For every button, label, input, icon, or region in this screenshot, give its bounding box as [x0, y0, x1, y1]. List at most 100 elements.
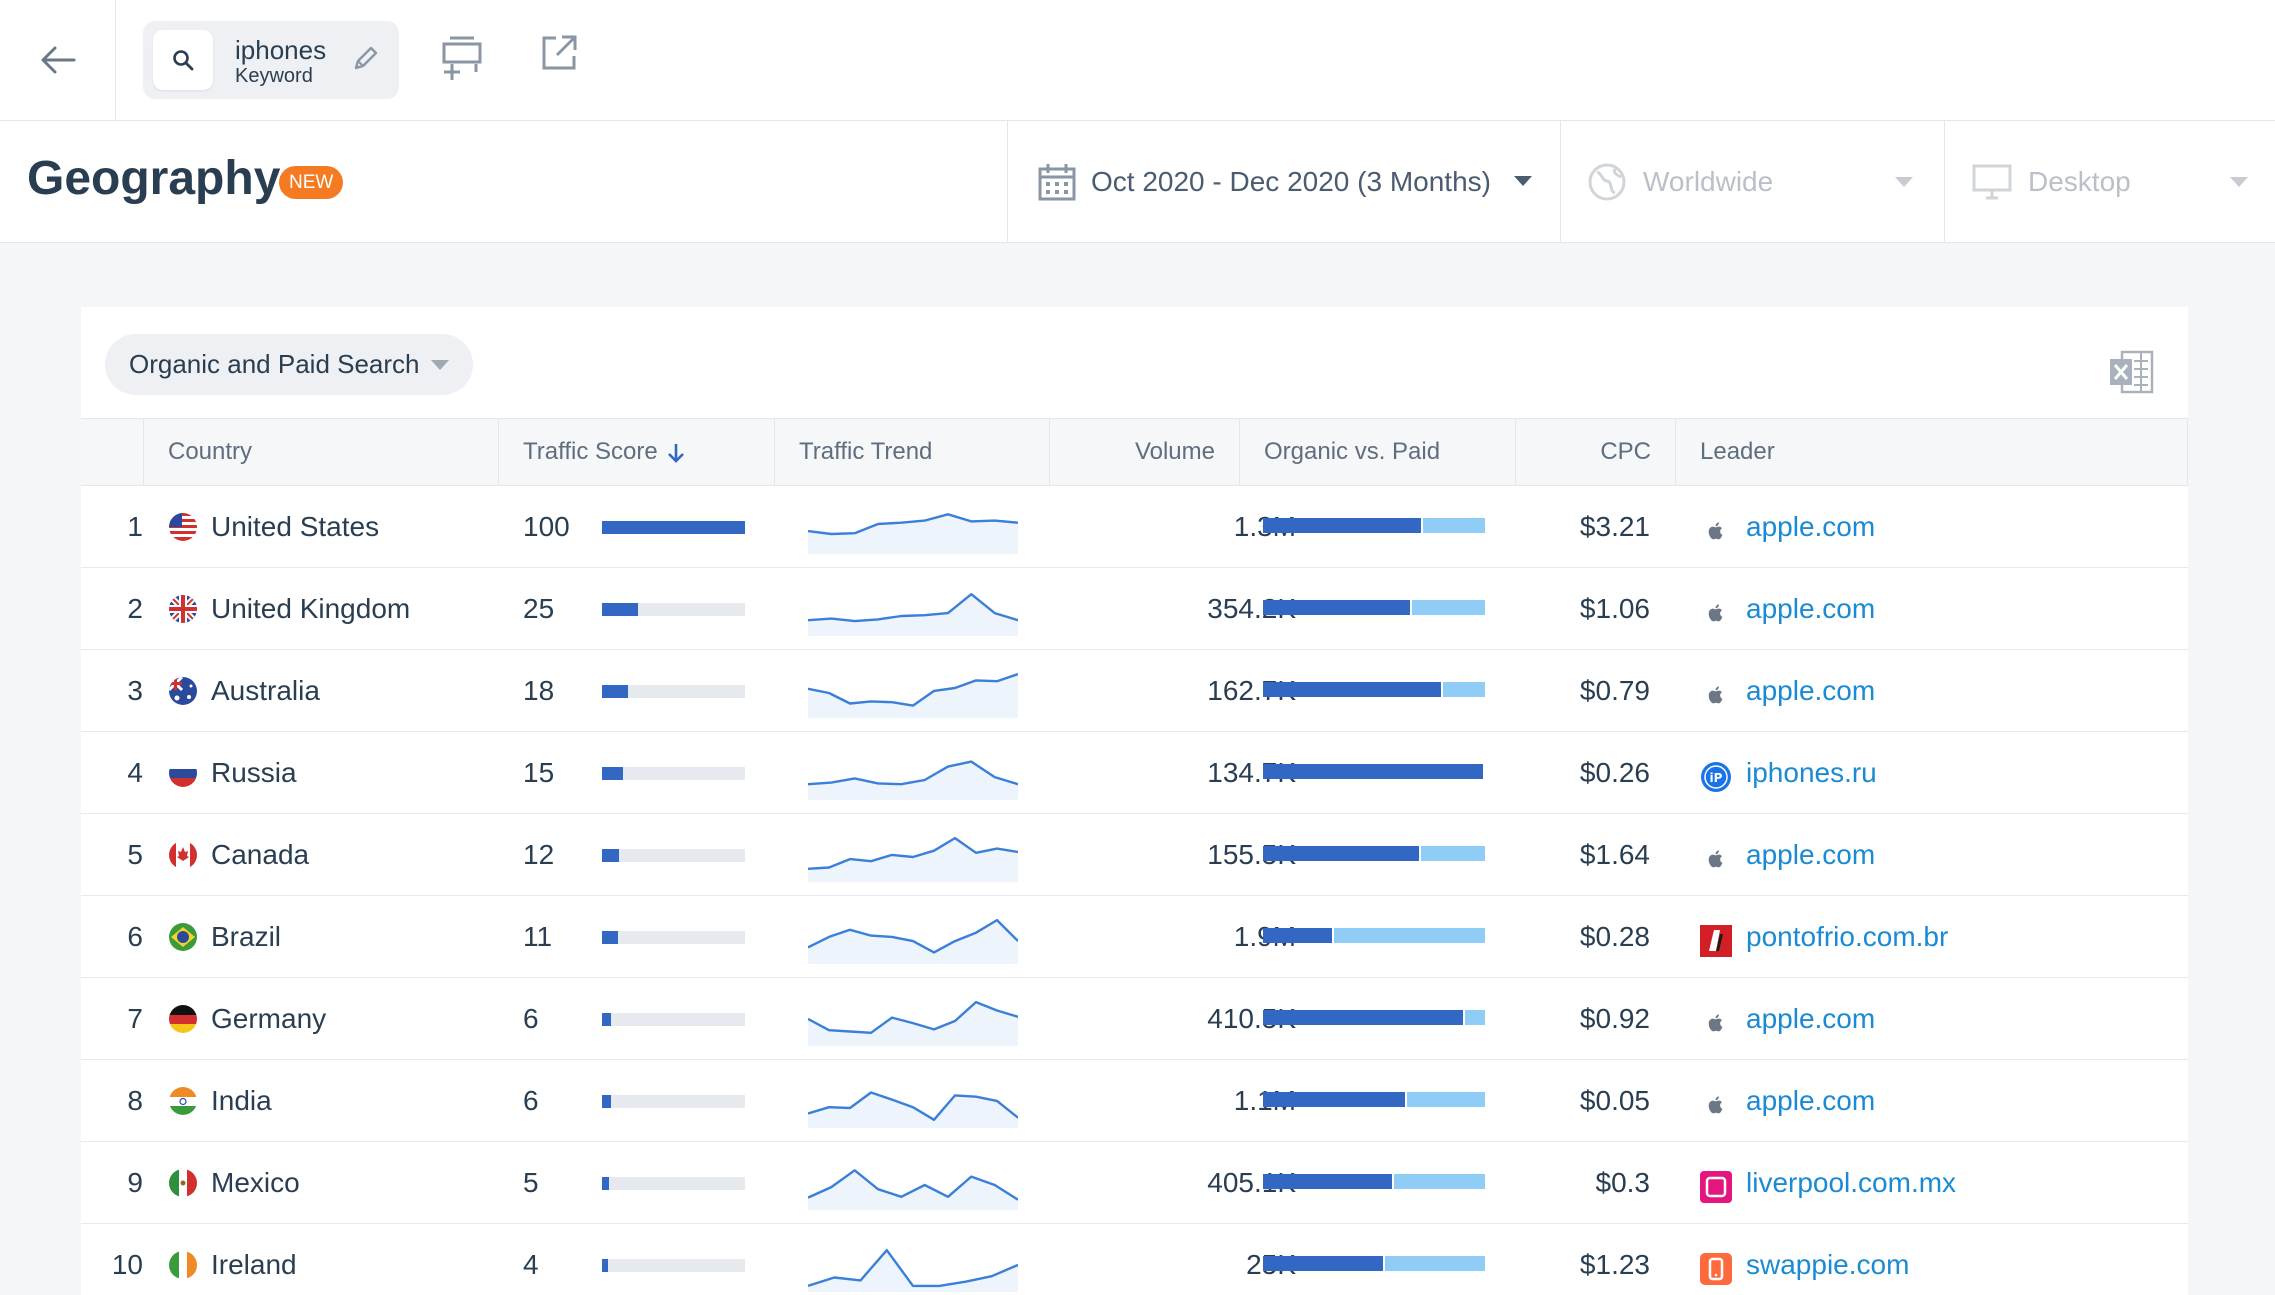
ru-flag-icon [169, 759, 197, 787]
country-name[interactable]: Mexico [211, 1167, 300, 1198]
external-link-icon[interactable] [540, 34, 578, 72]
organic-share-fill [1263, 1010, 1466, 1025]
traffic-score-fill [602, 1177, 610, 1190]
traffic-trend-sparkline [808, 760, 1018, 800]
leader-link[interactable]: apple.com [1746, 511, 1876, 542]
add-to-compare-icon[interactable] [440, 34, 484, 82]
traffic-score-value: 5 [523, 1167, 539, 1198]
chevron-down-icon [1895, 177, 1913, 187]
device-dropdown[interactable]: Desktop [1944, 121, 2275, 242]
table-row[interactable]: 3 Australia 18 162.7K $0.79 apple.com [81, 650, 2188, 732]
search-type-label: Organic and Paid Search [129, 349, 420, 379]
in-flag-icon [169, 1087, 197, 1115]
apple-logo-icon [1700, 679, 1732, 711]
organic-vs-paid-bar [1263, 1256, 1485, 1271]
organic-vs-paid-bar [1263, 764, 1485, 779]
date-range-dropdown[interactable]: Oct 2020 - Dec 2020 (3 Months) [1007, 121, 1560, 242]
column-header-country[interactable]: Country [143, 419, 498, 485]
traffic-score-bar [602, 521, 745, 534]
leader-link[interactable]: apple.com [1746, 839, 1876, 870]
column-header-traffic-score[interactable]: Traffic Score [498, 419, 774, 485]
leader-link[interactable]: liverpool.com.mx [1746, 1167, 1957, 1198]
trend-line [808, 513, 1018, 536]
excel-export-icon[interactable] [2108, 349, 2154, 395]
column-header-cpc[interactable]: CPC [1515, 419, 1675, 485]
search-type-dropdown[interactable]: Organic and Paid Search [105, 334, 473, 395]
back-button[interactable] [0, 0, 116, 120]
leader-link[interactable]: apple.com [1746, 593, 1876, 624]
trend-line [808, 836, 1018, 870]
cpc-value: $0.28 [1579, 921, 1650, 952]
traffic-score-bar [602, 849, 745, 862]
date-range-label: Oct 2020 - Dec 2020 (3 Months) [1091, 165, 1491, 197]
region-dropdown[interactable]: Worldwide [1560, 121, 1944, 242]
leader-link[interactable]: apple.com [1746, 1085, 1876, 1116]
country-name[interactable]: Australia [211, 675, 320, 706]
apple-logo-icon [1700, 843, 1732, 875]
page-header: Geography NEW Oct 2020 - Dec 2020 (3 Mon… [0, 121, 2275, 243]
country-name[interactable]: United States [211, 511, 380, 542]
country-name[interactable]: Brazil [211, 921, 282, 952]
country-name[interactable]: Germany [211, 1003, 327, 1034]
row-rank: 5 [127, 839, 143, 870]
traffic-score-fill [602, 1095, 611, 1108]
geography-card: Organic and Paid Search Country Traffic … [81, 307, 2188, 1295]
traffic-score-value: 11 [523, 921, 553, 952]
globe-icon [1588, 163, 1626, 200]
trend-area [808, 838, 1018, 882]
leader-link[interactable]: apple.com [1746, 1003, 1876, 1034]
trend-line [808, 918, 1018, 954]
apple-logo-icon [1700, 1007, 1732, 1039]
organic-vs-paid-bar [1263, 928, 1485, 943]
leader-link[interactable]: swappie.com [1746, 1249, 1910, 1280]
pencil-icon[interactable] [351, 43, 381, 73]
country-name[interactable]: Canada [211, 839, 310, 870]
trend-area [808, 761, 1018, 800]
leader-link[interactable]: iphones.ru [1746, 757, 1877, 788]
traffic-score-header-label: Traffic Score [523, 438, 658, 465]
column-header-volume[interactable]: Volume [1049, 419, 1239, 485]
leader-link[interactable]: pontofrio.com.br [1746, 921, 1949, 952]
leader-link[interactable]: apple.com [1746, 675, 1876, 706]
traffic-score-value: 6 [523, 1003, 539, 1034]
table-row[interactable]: 4 Russia 15 134.7K $0.26 iP iphones.ru [81, 732, 2188, 814]
organic-share-fill [1263, 600, 1412, 615]
traffic-trend-sparkline [808, 1000, 1018, 1046]
row-rank: 3 [127, 675, 143, 706]
traffic-trend-sparkline [808, 513, 1018, 554]
column-header-leader: Leader [1675, 419, 2188, 485]
trend-area [808, 514, 1018, 554]
svg-text:iP: iP [1710, 771, 1723, 785]
traffic-score-bar [602, 1013, 745, 1026]
traffic-trend-sparkline [808, 1249, 1018, 1292]
table-row[interactable]: 7 Germany 6 410.5K $0.92 apple.com [81, 978, 2188, 1060]
country-name[interactable]: Russia [211, 757, 297, 788]
country-name[interactable]: India [211, 1085, 272, 1116]
trend-line [808, 1000, 1018, 1034]
table-row[interactable]: 9 Mexico 5 405.1K $0.3 liverpool.com.mx [81, 1142, 2188, 1224]
country-name[interactable]: United Kingdom [211, 593, 411, 624]
traffic-score-value: 12 [523, 839, 555, 870]
traffic-score-bar [602, 1259, 745, 1272]
traffic-score-value: 100 [523, 511, 570, 542]
organic-vs-paid-bar [1263, 682, 1485, 697]
search-icon[interactable] [153, 30, 213, 90]
cpc-value: $0.79 [1579, 675, 1650, 706]
chevron-down-icon [2230, 177, 2248, 187]
ca-flag-icon [169, 841, 197, 869]
table-row[interactable]: 2 United Kingdom 25 354.2K $1.06 apple.com [81, 568, 2188, 650]
trend-line [808, 760, 1018, 786]
ie-flag-icon [169, 1251, 197, 1279]
traffic-score-fill [602, 685, 628, 698]
uk-flag-icon [169, 595, 197, 623]
swappie-logo-icon [1700, 1253, 1732, 1285]
country-name[interactable]: Ireland [211, 1249, 297, 1280]
keyword-chip[interactable]: iphones Keyword [143, 21, 399, 99]
table-row[interactable]: 5 Canada 12 155.5K $1.64 apple.com [81, 814, 2188, 896]
br-flag-icon [169, 923, 197, 951]
traffic-trend-sparkline [808, 593, 1018, 636]
